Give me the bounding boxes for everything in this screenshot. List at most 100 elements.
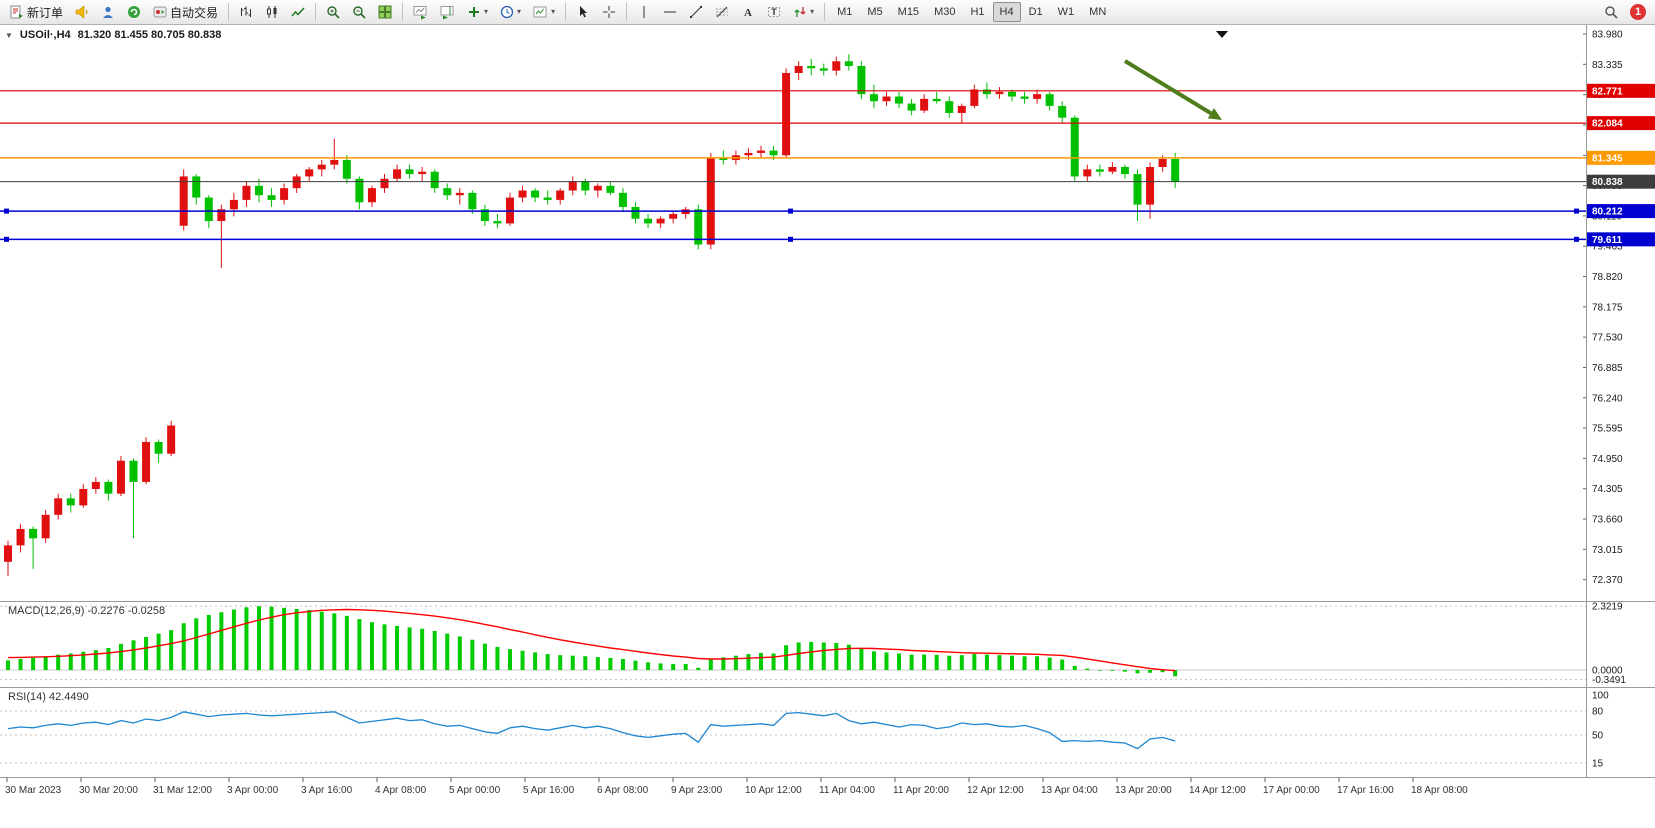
macd-histogram-bar (721, 657, 726, 670)
bear-candle (104, 481, 113, 494)
trendline-button[interactable] (684, 2, 708, 22)
cursor-button[interactable] (571, 2, 595, 22)
notification-badge[interactable]: 1 (1630, 4, 1646, 20)
fibonacci-button[interactable] (710, 2, 734, 22)
macd-histogram-bar (18, 659, 23, 670)
horizontal-line-object[interactable]: 81.345 (0, 150, 1655, 165)
timeframe-w1-button[interactable]: W1 (1051, 2, 1082, 22)
macd-histogram-bar (909, 654, 914, 670)
tile-windows-button[interactable] (373, 2, 397, 22)
horizontal-line-object[interactable]: 82.084 (0, 116, 1655, 131)
macd-histogram-bar (407, 627, 412, 670)
text-button[interactable]: A (736, 2, 760, 22)
price-tag (1587, 116, 1655, 131)
line-chart-icon (291, 7, 305, 17)
price-tick-label: 78.820 (1592, 272, 1623, 283)
new-order-button[interactable]: 新订单 (5, 2, 68, 22)
time-tick-label: 5 Apr 16:00 (523, 785, 575, 796)
macd-histogram-bar (56, 654, 61, 670)
bull-candle (116, 460, 125, 494)
chart-area: 83.98083.33582.69082.04581.40080.75580.1… (0, 25, 1655, 828)
bull-candle (16, 528, 25, 546)
bar-chart-button[interactable] (234, 2, 258, 22)
zoom-out-button[interactable] (347, 2, 371, 22)
vertical-line-button[interactable] (632, 2, 656, 22)
time-tick-label: 12 Apr 12:00 (967, 785, 1024, 796)
macd-histogram-bar (771, 653, 776, 670)
time-tick-label: 18 Apr 08:00 (1411, 785, 1468, 796)
timeframe-h1-button[interactable]: H1 (963, 2, 991, 22)
bull-candle (882, 96, 891, 102)
macd-indicator-pane: MACD(12,26,9) -0.2276 -0.0258 2.3219 0.000… (0, 602, 1626, 686)
line-handle[interactable] (788, 236, 793, 242)
time-tick-label: 4 Apr 08:00 (375, 785, 427, 796)
one-click-trading-toggle[interactable]: ▼ (5, 30, 13, 40)
periods-button[interactable]: ▾ (495, 2, 526, 22)
candle-chart-button[interactable] (260, 2, 284, 22)
chart-shift-button[interactable] (435, 2, 460, 22)
timeframe-d1-button[interactable]: D1 (1022, 2, 1050, 22)
price-tick-label: 72.370 (1592, 575, 1623, 586)
rsi-label: RSI(14) 42.4490 (8, 691, 89, 703)
autotrade-button[interactable]: 自动交易 (148, 2, 223, 22)
line-handle[interactable] (4, 208, 9, 214)
zoom-in-icon (327, 6, 340, 19)
main-chart[interactable]: 83.98083.33582.69082.04581.40080.75580.1… (0, 25, 1655, 828)
new-chart-button[interactable]: ▾ (462, 2, 493, 22)
horizontal-line-button[interactable] (658, 2, 682, 22)
line-handle[interactable] (788, 208, 793, 214)
horizontal-line-object[interactable]: 80.212 (0, 204, 1655, 219)
news-horn-button[interactable] (70, 2, 94, 22)
bull-candle (1033, 94, 1042, 99)
timeframe-m5-button[interactable]: M5 (860, 2, 889, 22)
search-button[interactable] (1599, 2, 1624, 22)
bull-candle (706, 157, 715, 245)
timeframe-m30-button[interactable]: M30 (927, 2, 962, 22)
chat-button[interactable] (122, 2, 146, 22)
text-label-button[interactable]: T (762, 2, 786, 22)
auto-scroll-icon (413, 5, 427, 19)
time-tick-label: 9 Apr 23:00 (671, 785, 723, 796)
line-handle[interactable] (1574, 236, 1579, 242)
arrows-button[interactable]: ▾ (788, 2, 819, 22)
macd-histogram-bar (658, 663, 663, 670)
price-scale[interactable]: 83.98083.33582.69082.04581.40080.75580.1… (1583, 30, 1623, 587)
autotrade-label: 自动交易 (170, 5, 219, 20)
bull-candle (418, 171, 427, 175)
bull-candle (995, 91, 1004, 95)
bull-candle (832, 61, 841, 71)
templates-button[interactable]: ▾ (528, 2, 560, 22)
horizontal-line-object[interactable]: 82.771 (0, 83, 1655, 98)
trend-arrow-annotation[interactable] (1123, 59, 1222, 120)
macd-histogram-bar (1085, 668, 1090, 670)
price-tag (1587, 232, 1655, 247)
time-tick-label: 11 Apr 20:00 (893, 785, 949, 796)
macd-histogram-bar (1135, 670, 1140, 674)
timeframe-h4-button[interactable]: H4 (992, 2, 1021, 22)
bull-candle (317, 164, 326, 170)
macd-histogram-bar (1148, 670, 1153, 673)
bear-candle (430, 171, 439, 189)
toolbar: 新订单 自动交易 (0, 0, 1655, 25)
chart-shift-marker[interactable] (1216, 31, 1228, 38)
time-scale[interactable]: 30 Mar 2023 30 Mar 20:00 31 Mar 12:00 3 Apr… (5, 777, 1468, 797)
bull-candle (229, 199, 238, 210)
timeframe-m15-button[interactable]: M15 (891, 2, 926, 22)
timeframe-mn-button[interactable]: MN (1082, 2, 1113, 22)
horizontal-line-object[interactable]: 79.611 (0, 232, 1655, 247)
crosshair-button[interactable] (597, 2, 621, 22)
current-price-line[interactable]: 80.838 (0, 174, 1655, 189)
price-tick-label: 77.530 (1592, 333, 1623, 344)
bear-candle (807, 65, 816, 69)
zoom-in-button[interactable] (321, 2, 345, 22)
line-chart-button[interactable] (286, 2, 310, 22)
auto-scroll-button[interactable] (408, 2, 433, 22)
line-handle[interactable] (4, 236, 9, 242)
community-button[interactable] (96, 2, 120, 22)
price-tag-label: 79.611 (1592, 235, 1622, 246)
macd-histogram-bar (332, 613, 337, 670)
line-handle[interactable] (1574, 208, 1579, 214)
bear-candle (543, 197, 552, 200)
macd-histogram-bar (319, 611, 324, 670)
timeframe-m1-button[interactable]: M1 (830, 2, 859, 22)
